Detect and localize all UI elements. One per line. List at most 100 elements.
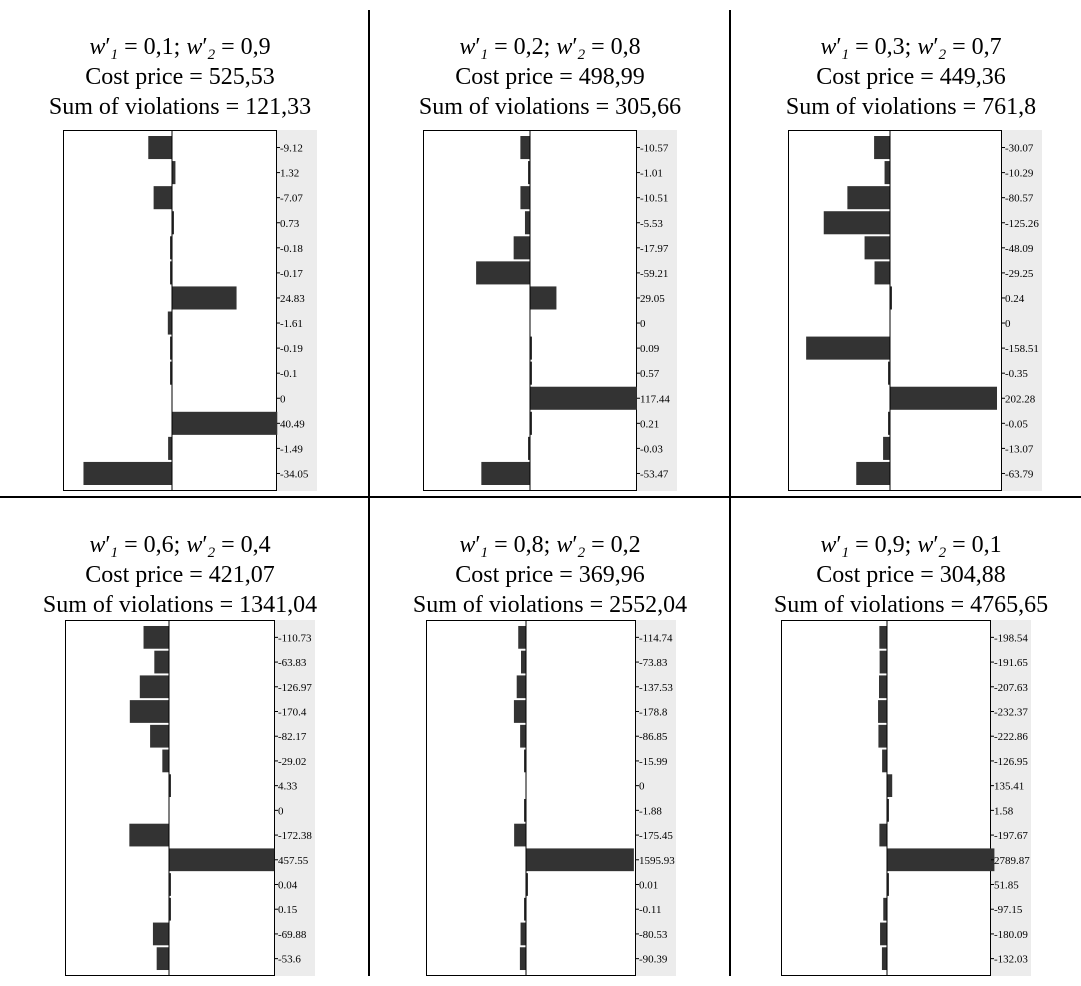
tick-label: 135.41 — [994, 781, 1024, 793]
bar — [524, 798, 526, 822]
chart-panel: w′1 = 0,9; w′2 = 0,1 Cost price = 304,88 S… — [731, 498, 1081, 986]
bar — [152, 922, 169, 946]
weight-1-value: 0,1 — [143, 34, 174, 60]
chart-panel: w′1 = 0,1; w′2 = 0,9 Cost price = 525,53 S… — [0, 0, 360, 491]
bar-chart: -10.57 -1.01 -10.51 -5.53 -17.97 -59.21 29.05 0… — [423, 130, 679, 491]
label-strip — [637, 130, 677, 491]
label-strip — [636, 620, 676, 976]
bar — [888, 361, 890, 385]
tick-label: -0.1 — [280, 368, 297, 380]
tick-label: 24.83 — [280, 293, 305, 305]
bar — [890, 286, 892, 310]
bar — [879, 650, 887, 674]
bar — [530, 286, 557, 310]
tick-label: -1.01 — [640, 168, 663, 180]
bar-chart-svg: -114.74 -73.83 -137.53 -178.8 -86.85 -15.99 0 -… — [426, 620, 676, 976]
bar — [169, 774, 171, 798]
bar — [519, 947, 526, 971]
tick-label: -158.51 — [1005, 343, 1039, 355]
tick-label: 0 — [640, 318, 646, 330]
cost-price-label: Cost price = 304,88 — [816, 562, 1006, 588]
bar — [143, 625, 169, 649]
tick-label: 0.24 — [1005, 293, 1025, 305]
tick-label: -73.83 — [639, 657, 668, 669]
tick-label: -10.51 — [640, 193, 668, 205]
bar — [528, 436, 530, 460]
plot-frame — [426, 620, 636, 976]
tick-label: 1.32 — [280, 168, 299, 180]
bar — [139, 675, 169, 699]
bar — [476, 261, 530, 285]
bar — [879, 625, 887, 649]
cost-price-label: Cost price = 498,99 — [455, 64, 645, 90]
tick-label: -97.15 — [994, 904, 1023, 916]
tick-label: 4.33 — [278, 781, 298, 793]
tick-label: -17.97 — [640, 243, 669, 255]
bar — [524, 211, 530, 235]
bar — [513, 700, 526, 723]
tick-label: 457.55 — [278, 855, 309, 867]
tick-label: -0.11 — [639, 904, 662, 916]
bar — [148, 136, 172, 160]
tick-label: -0.05 — [1005, 418, 1028, 430]
tick-label: -34.05 — [280, 468, 309, 480]
violations-label: Sum of violations = 1341,04 — [42, 592, 318, 618]
bar — [524, 749, 526, 773]
bar — [526, 873, 528, 896]
tick-label: -29.02 — [278, 756, 306, 768]
bar — [883, 436, 890, 460]
tick-label: 1.58 — [994, 805, 1014, 817]
bar — [528, 161, 530, 185]
bar — [883, 897, 887, 921]
tick-label: -0.35 — [1005, 368, 1028, 380]
bar — [520, 136, 530, 160]
bar-chart-svg: -10.57 -1.01 -10.51 -5.53 -17.97 -59.21 29.05 0… — [423, 130, 677, 491]
bar — [530, 386, 637, 410]
bar-chart: -9.12 1.32 -7.07 0.73 -0.18 -0.17 24.83 -1.61 -0… — [63, 130, 319, 491]
bar — [806, 336, 890, 360]
tick-label: -180.09 — [994, 929, 1028, 941]
bar — [856, 461, 890, 485]
bar — [154, 650, 169, 674]
bar-chart-svg: -110.73 -63.83 -126.97 -170.4 -82.17 -29.02 4.… — [65, 620, 315, 976]
tick-label: 51.85 — [994, 880, 1019, 892]
bar — [881, 947, 887, 971]
tick-label: -82.17 — [278, 731, 307, 743]
weights-title: w′1 = 0,3; w′2 = 0,7 — [820, 34, 1002, 63]
bar — [887, 798, 889, 822]
plot-frame — [65, 620, 275, 976]
tick-label: -126.95 — [994, 756, 1028, 768]
plot-frame — [788, 130, 1002, 491]
tick-label: -114.74 — [639, 632, 673, 644]
weight-1-value: 0,3 — [874, 34, 905, 60]
tick-label: 0 — [639, 781, 645, 793]
tick-label: 29.05 — [640, 293, 665, 305]
tick-label: 0.01 — [639, 880, 658, 892]
bar — [882, 749, 887, 773]
tick-label: -0.03 — [640, 443, 663, 455]
bar — [172, 286, 237, 310]
tick-label: -172.38 — [278, 830, 312, 842]
bar — [481, 461, 530, 485]
bar — [874, 261, 890, 285]
bar — [83, 461, 172, 485]
bar — [530, 411, 532, 435]
bar — [879, 823, 887, 847]
bar-chart-svg: -30.07 -10.29 -80.57 -125.26 -48.09 -29.25 0.2… — [788, 130, 1042, 491]
violations-label: Sum of violations = 121,33 — [48, 94, 312, 120]
weight-2-value: 0,7 — [971, 34, 1002, 60]
tick-label: -170.4 — [278, 707, 307, 719]
grid-divider-vertical-left — [368, 10, 370, 976]
bar — [887, 774, 893, 798]
tick-label: 0.57 — [640, 368, 660, 380]
tick-label: -53.6 — [278, 954, 301, 966]
bar — [170, 236, 172, 260]
weights-title: w′1 = 0,9; w′2 = 0,1 — [820, 532, 1002, 561]
tick-label: 1595.93 — [639, 855, 675, 867]
bar-chart-svg: -9.12 1.32 -7.07 0.73 -0.18 -0.17 24.83 -1.61 -0… — [63, 130, 317, 491]
bar — [169, 848, 275, 872]
chart-panel: w′1 = 0,8; w′2 = 0,2 Cost price = 369,96 S… — [370, 498, 730, 986]
bar — [888, 411, 890, 435]
weight-2-value: 0,1 — [971, 532, 1002, 558]
tick-label: -63.79 — [1005, 468, 1034, 480]
